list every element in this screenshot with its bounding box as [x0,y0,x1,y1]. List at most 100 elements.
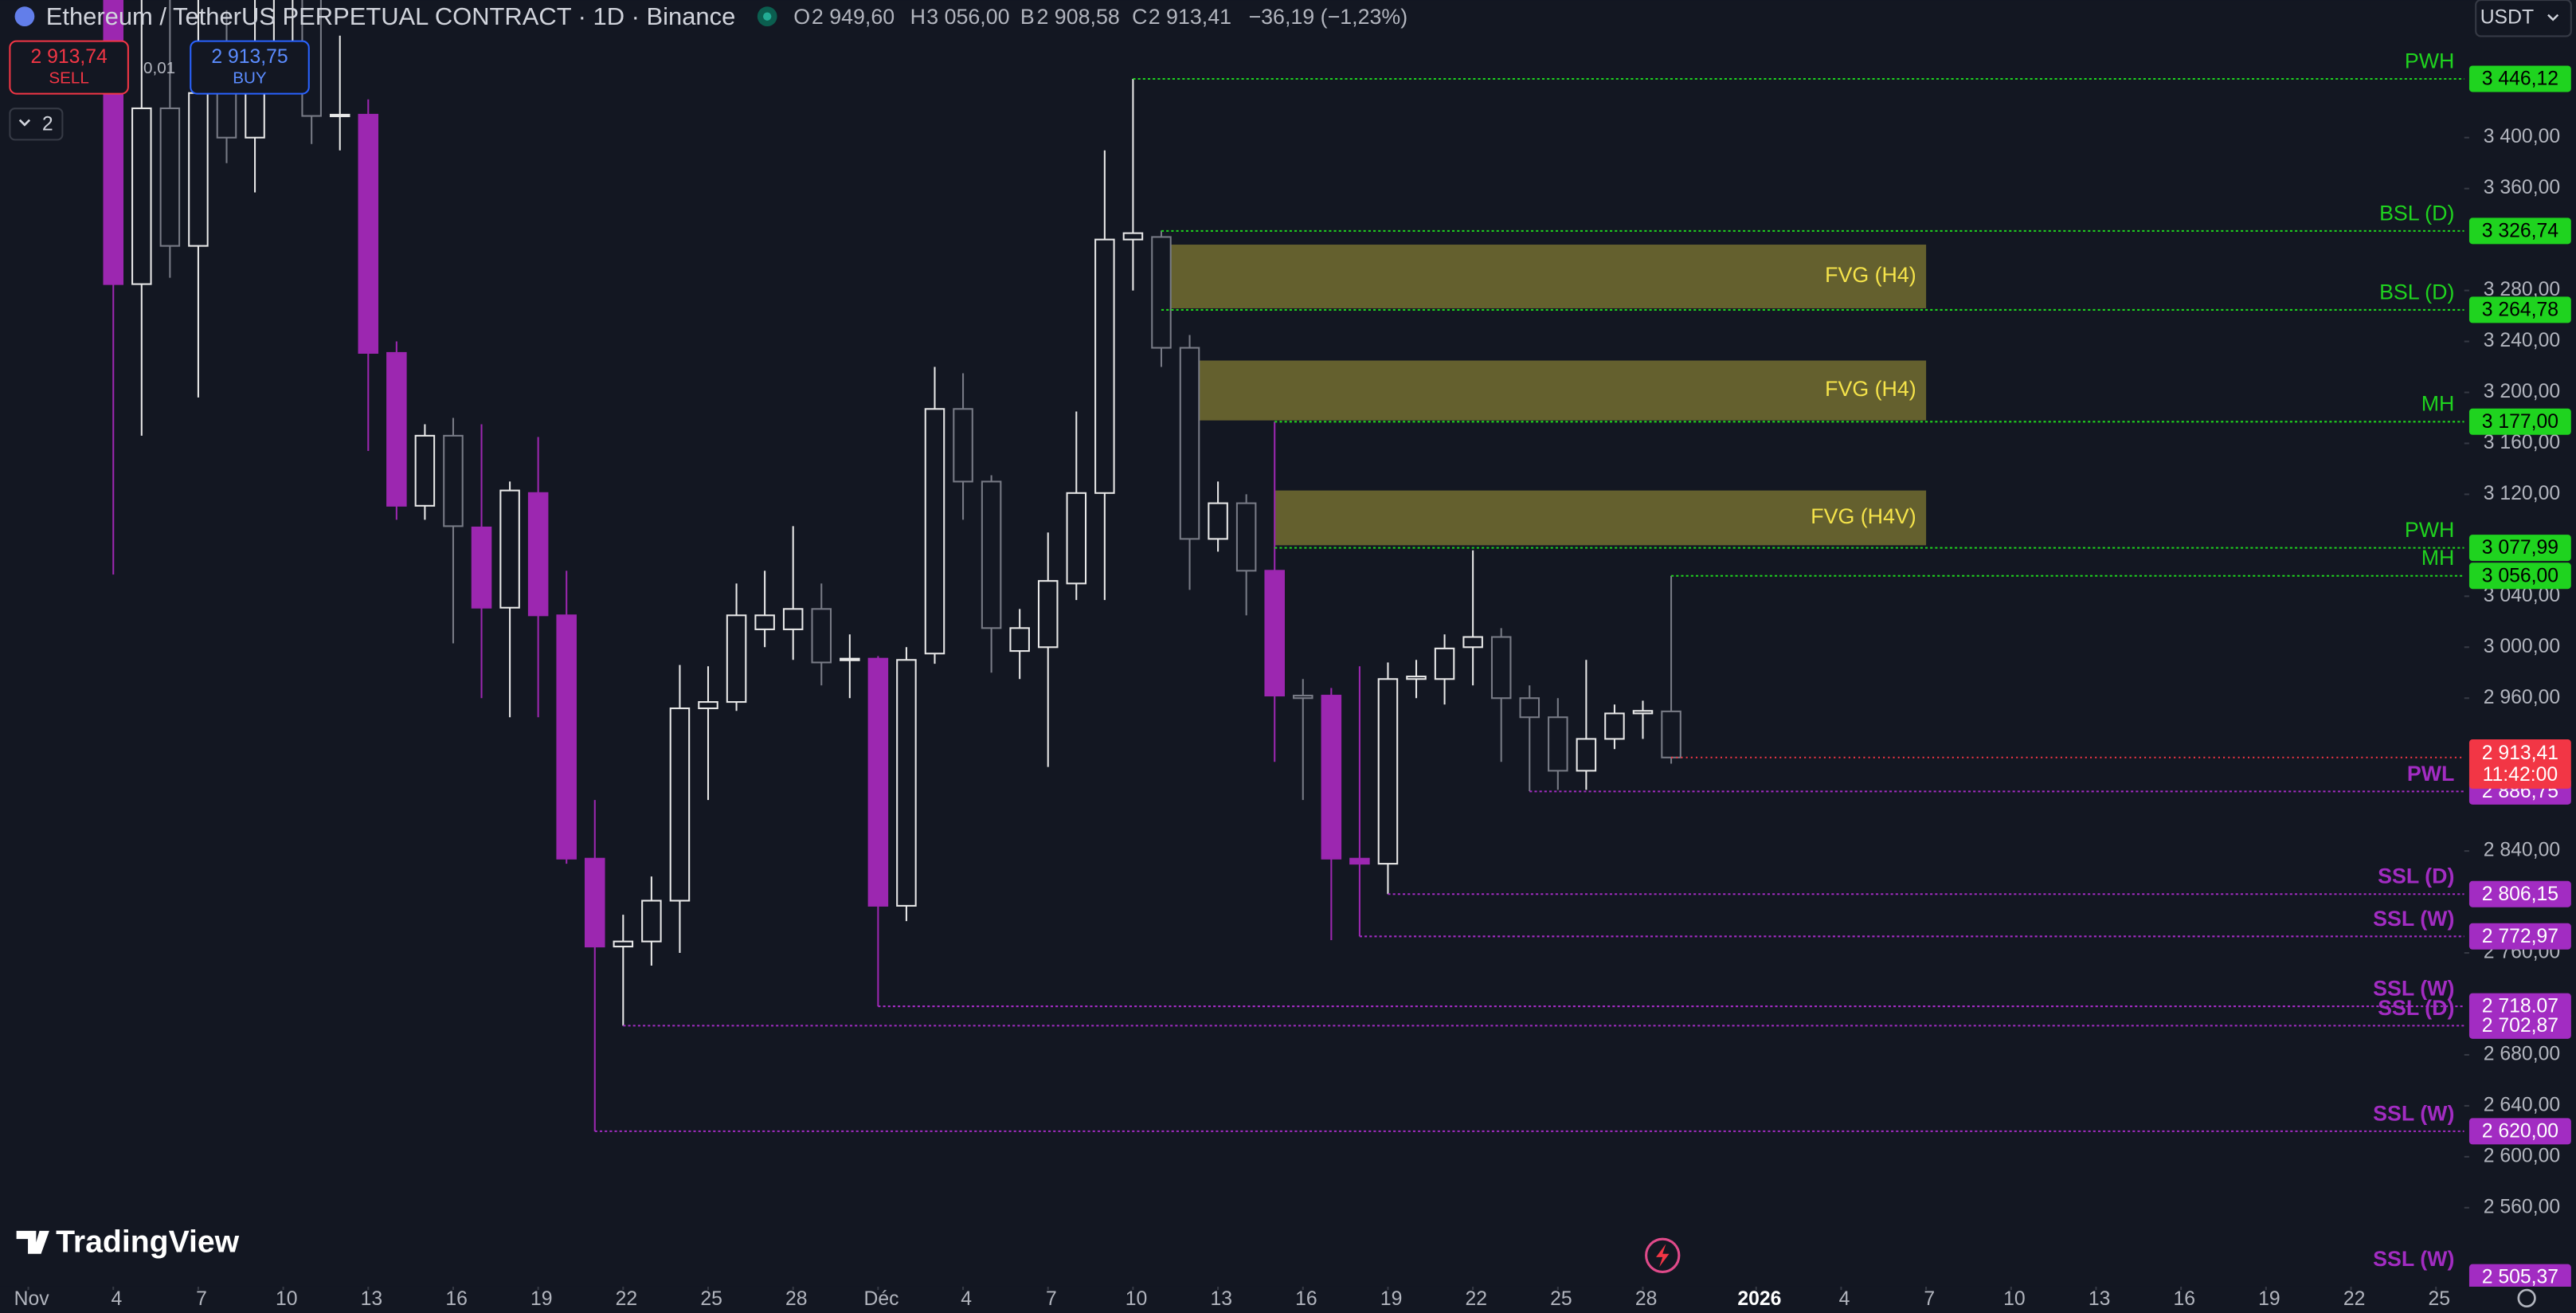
ohlc-change: −36,19 (−1,23%) [1249,5,1408,29]
x-tick-label: 13 [1210,1288,1232,1310]
candle-body [443,434,464,527]
candle-body [216,92,237,139]
alert-button[interactable] [1645,1237,1681,1273]
x-tick-label: 4 [111,1288,122,1310]
ohlc-key: B [1020,5,1035,29]
fvg-label: FVG (H4) [1825,263,1916,287]
price-axis [2464,0,2576,1287]
plot-area: FVG (H4) FVG (H4) FVG (H4V) PWH BSL (D) BSL (… [103,0,2464,1271]
y-tick-label: 3 000,00 [2484,636,2560,657]
fvg-label: FVG (H4) [1825,377,1916,401]
candle-body [1661,710,1681,758]
level-label: MH [2421,546,2455,570]
lightning-icon [1656,1244,1670,1268]
candle-body [896,659,917,907]
y-tick-label: 2 840,00 [2484,840,2560,861]
candle-body [414,434,436,507]
x-tick-label: 28 [785,1288,808,1310]
level-label: BSL (D) [2379,201,2454,225]
x-tick-label: 13 [361,1288,383,1310]
y-tick-label: 3 200,00 [2484,381,2560,402]
level-label: SSL (W) [2373,1101,2454,1125]
current-price: 2 913,41 [2482,743,2558,764]
chevron-icon [2547,14,2559,22]
level-label: SSL (W) [2373,977,2454,1001]
candle-body [613,940,634,948]
candle-body [556,614,577,860]
level-label: SSL (W) [2373,1247,2454,1271]
candle-body [471,526,492,609]
price-badge-label: 2 772,97 [2482,926,2558,947]
countdown: 11:42:00 [2483,764,2558,786]
sell-label: SELL [49,69,88,87]
fvg-zone [1274,490,1927,546]
x-tick-label: 25 [2429,1288,2451,1310]
ohlc-value: 2 949,60 [812,5,895,29]
x-tick-label: 2026 [1737,1288,1781,1310]
y-tick-label: 3 160,00 [2484,432,2560,453]
y-tick-label: 2 640,00 [2484,1094,2560,1115]
candle-body [1377,678,1399,865]
x-tick-label: 16 [445,1288,468,1310]
candle-body [1406,676,1427,680]
candle-body [1576,738,1597,772]
candle-body [131,107,152,285]
price-badge-label: 3 177,00 [2482,411,2558,433]
candle-body [499,489,520,609]
candle-body [782,608,804,630]
y-tick-label: 2 680,00 [2484,1043,2560,1064]
x-tick-label: 16 [2174,1288,2196,1310]
buy-button[interactable] [190,40,310,95]
buy-label: BUY [233,69,267,87]
chevron-icon [18,119,31,127]
ohlc-value: 2 908,58 [1036,5,1119,29]
symbol-title: Ethereum / TetherUS PERPETUAL CONTRACT ·… [46,2,736,30]
x-tick-label: 10 [1126,1288,1148,1310]
level-label: SSL (D) [2378,996,2454,1020]
x-tick-label: 25 [1550,1288,1572,1310]
candle-body [1548,716,1568,772]
x-tick-label: 25 [700,1288,722,1310]
x-tick-label: 10 [2003,1288,2026,1310]
price-badge [2468,923,2571,950]
price-badge [2468,218,2571,245]
layers-count: 2 [42,113,53,135]
price-badge [2468,1264,2571,1291]
level-label: PWL [2407,762,2455,786]
ohlc-value: 2 913,41 [1149,5,1231,29]
y-tick-label: 3 360,00 [2484,177,2560,198]
fvg-zone [1189,360,1927,421]
candle-body [159,107,181,247]
candle-body [1151,236,1172,349]
sell-button[interactable] [9,40,129,95]
x-tick-label: 22 [616,1288,638,1310]
candle-body [698,701,718,710]
x-tick-label: 4 [1839,1288,1850,1310]
candle-body [641,900,662,943]
price-badge-label: 3 264,78 [2482,299,2558,320]
overlay: Ethereum / TetherUS PERPETUAL CONTRACT ·… [9,0,2572,1308]
currency-button[interactable] [2475,0,2572,37]
layers-toggle[interactable] [9,108,64,141]
buy-price: 2 913,75 [211,46,288,68]
symbol-icon [14,6,35,27]
y-tick-label: 3 400,00 [2484,126,2560,147]
fvg-label: FVG (H4V) [1811,504,1916,528]
candle-body [1293,695,1313,700]
spread: 0,01 [143,59,175,77]
x-tick-label: Nov [14,1288,50,1310]
y-tick-label: 3 240,00 [2484,330,2560,351]
brand-name: TradingView [56,1225,240,1260]
x-tick-label: 10 [276,1288,298,1310]
level-label: PWH [2405,49,2455,73]
candle-body [981,480,1002,629]
candle-body [358,113,379,354]
ohlc-value: 3 056,00 [926,5,1009,29]
current-price-badge [2468,739,2571,789]
candle-body [811,608,832,664]
settings-button[interactable] [2517,1288,2536,1308]
price-badge-label: 2 620,00 [2482,1120,2558,1142]
market-status-dot [763,12,772,21]
